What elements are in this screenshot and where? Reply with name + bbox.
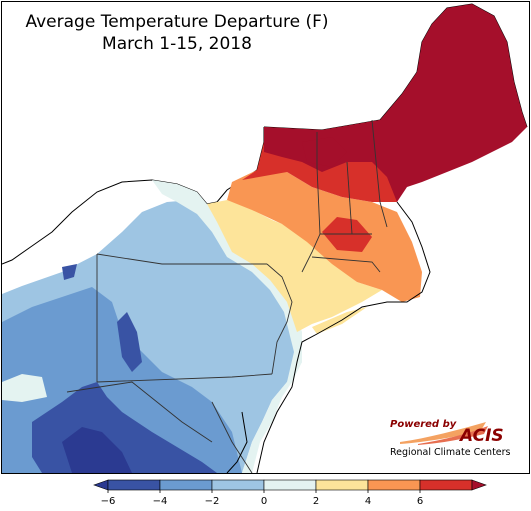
legend-swatch (367, 479, 421, 491)
acis-swoosh-icon (400, 422, 488, 445)
legend-swatch (159, 479, 213, 491)
pa-ny-border (96, 253, 267, 265)
legend-swatch (107, 479, 161, 491)
region-minus6-4-b (117, 312, 142, 372)
legend-arrow-high (471, 479, 487, 491)
legend-swatch (263, 479, 317, 491)
pa-nj-border (266, 263, 293, 375)
legend-swatch (315, 479, 369, 491)
legend-swatch (211, 479, 265, 491)
legend-tick-label: 0 (261, 496, 267, 507)
acis-logo: Powered by ACIS Regional Climate Centers (388, 418, 518, 462)
coastline (256, 201, 431, 473)
region-below-minus6 (62, 427, 132, 473)
ct-ri-border (311, 256, 381, 273)
pa-md-border (96, 373, 273, 383)
region-6-plus-ma (322, 217, 372, 252)
va-md-border (211, 401, 253, 473)
region-0-2-west (2, 374, 47, 402)
map-subtitle: March 1-15, 2018 (102, 34, 252, 54)
region-4-6 (227, 170, 422, 302)
map-title: Average Temperature Departure (F) (25, 12, 329, 32)
legend-swatch (419, 479, 473, 491)
legend-tick-label: 6 (417, 496, 423, 507)
region-above-6-b (302, 137, 347, 167)
acis-wordmark: ACIS (460, 426, 504, 446)
legend-tick-label: −2 (205, 496, 220, 507)
chesapeake-shore (226, 411, 248, 473)
region-minus6-4-c (62, 264, 77, 280)
temperature-departure-map (2, 2, 529, 473)
legend-tick-label: 2 (313, 496, 319, 507)
vt-nh-border (346, 161, 353, 235)
region-2-4 (207, 200, 382, 332)
legend-tick-label: 4 (365, 496, 371, 507)
state-borders (66, 119, 388, 473)
legend-tick-label: −4 (153, 496, 168, 507)
nh-me-border (371, 119, 388, 228)
legend-tick-label: −6 (101, 496, 116, 507)
rcc-label: Regional Climate Centers (390, 447, 511, 458)
color-legend: −6 −4 −2 0 2 4 6 (93, 479, 487, 507)
legend-arrow-low (93, 479, 109, 491)
region-2-4-li (312, 307, 367, 334)
wv-border (66, 381, 213, 443)
powered-by-label: Powered by (390, 419, 457, 430)
map-frame: Average Temperature Departure (F) March … (1, 1, 530, 474)
